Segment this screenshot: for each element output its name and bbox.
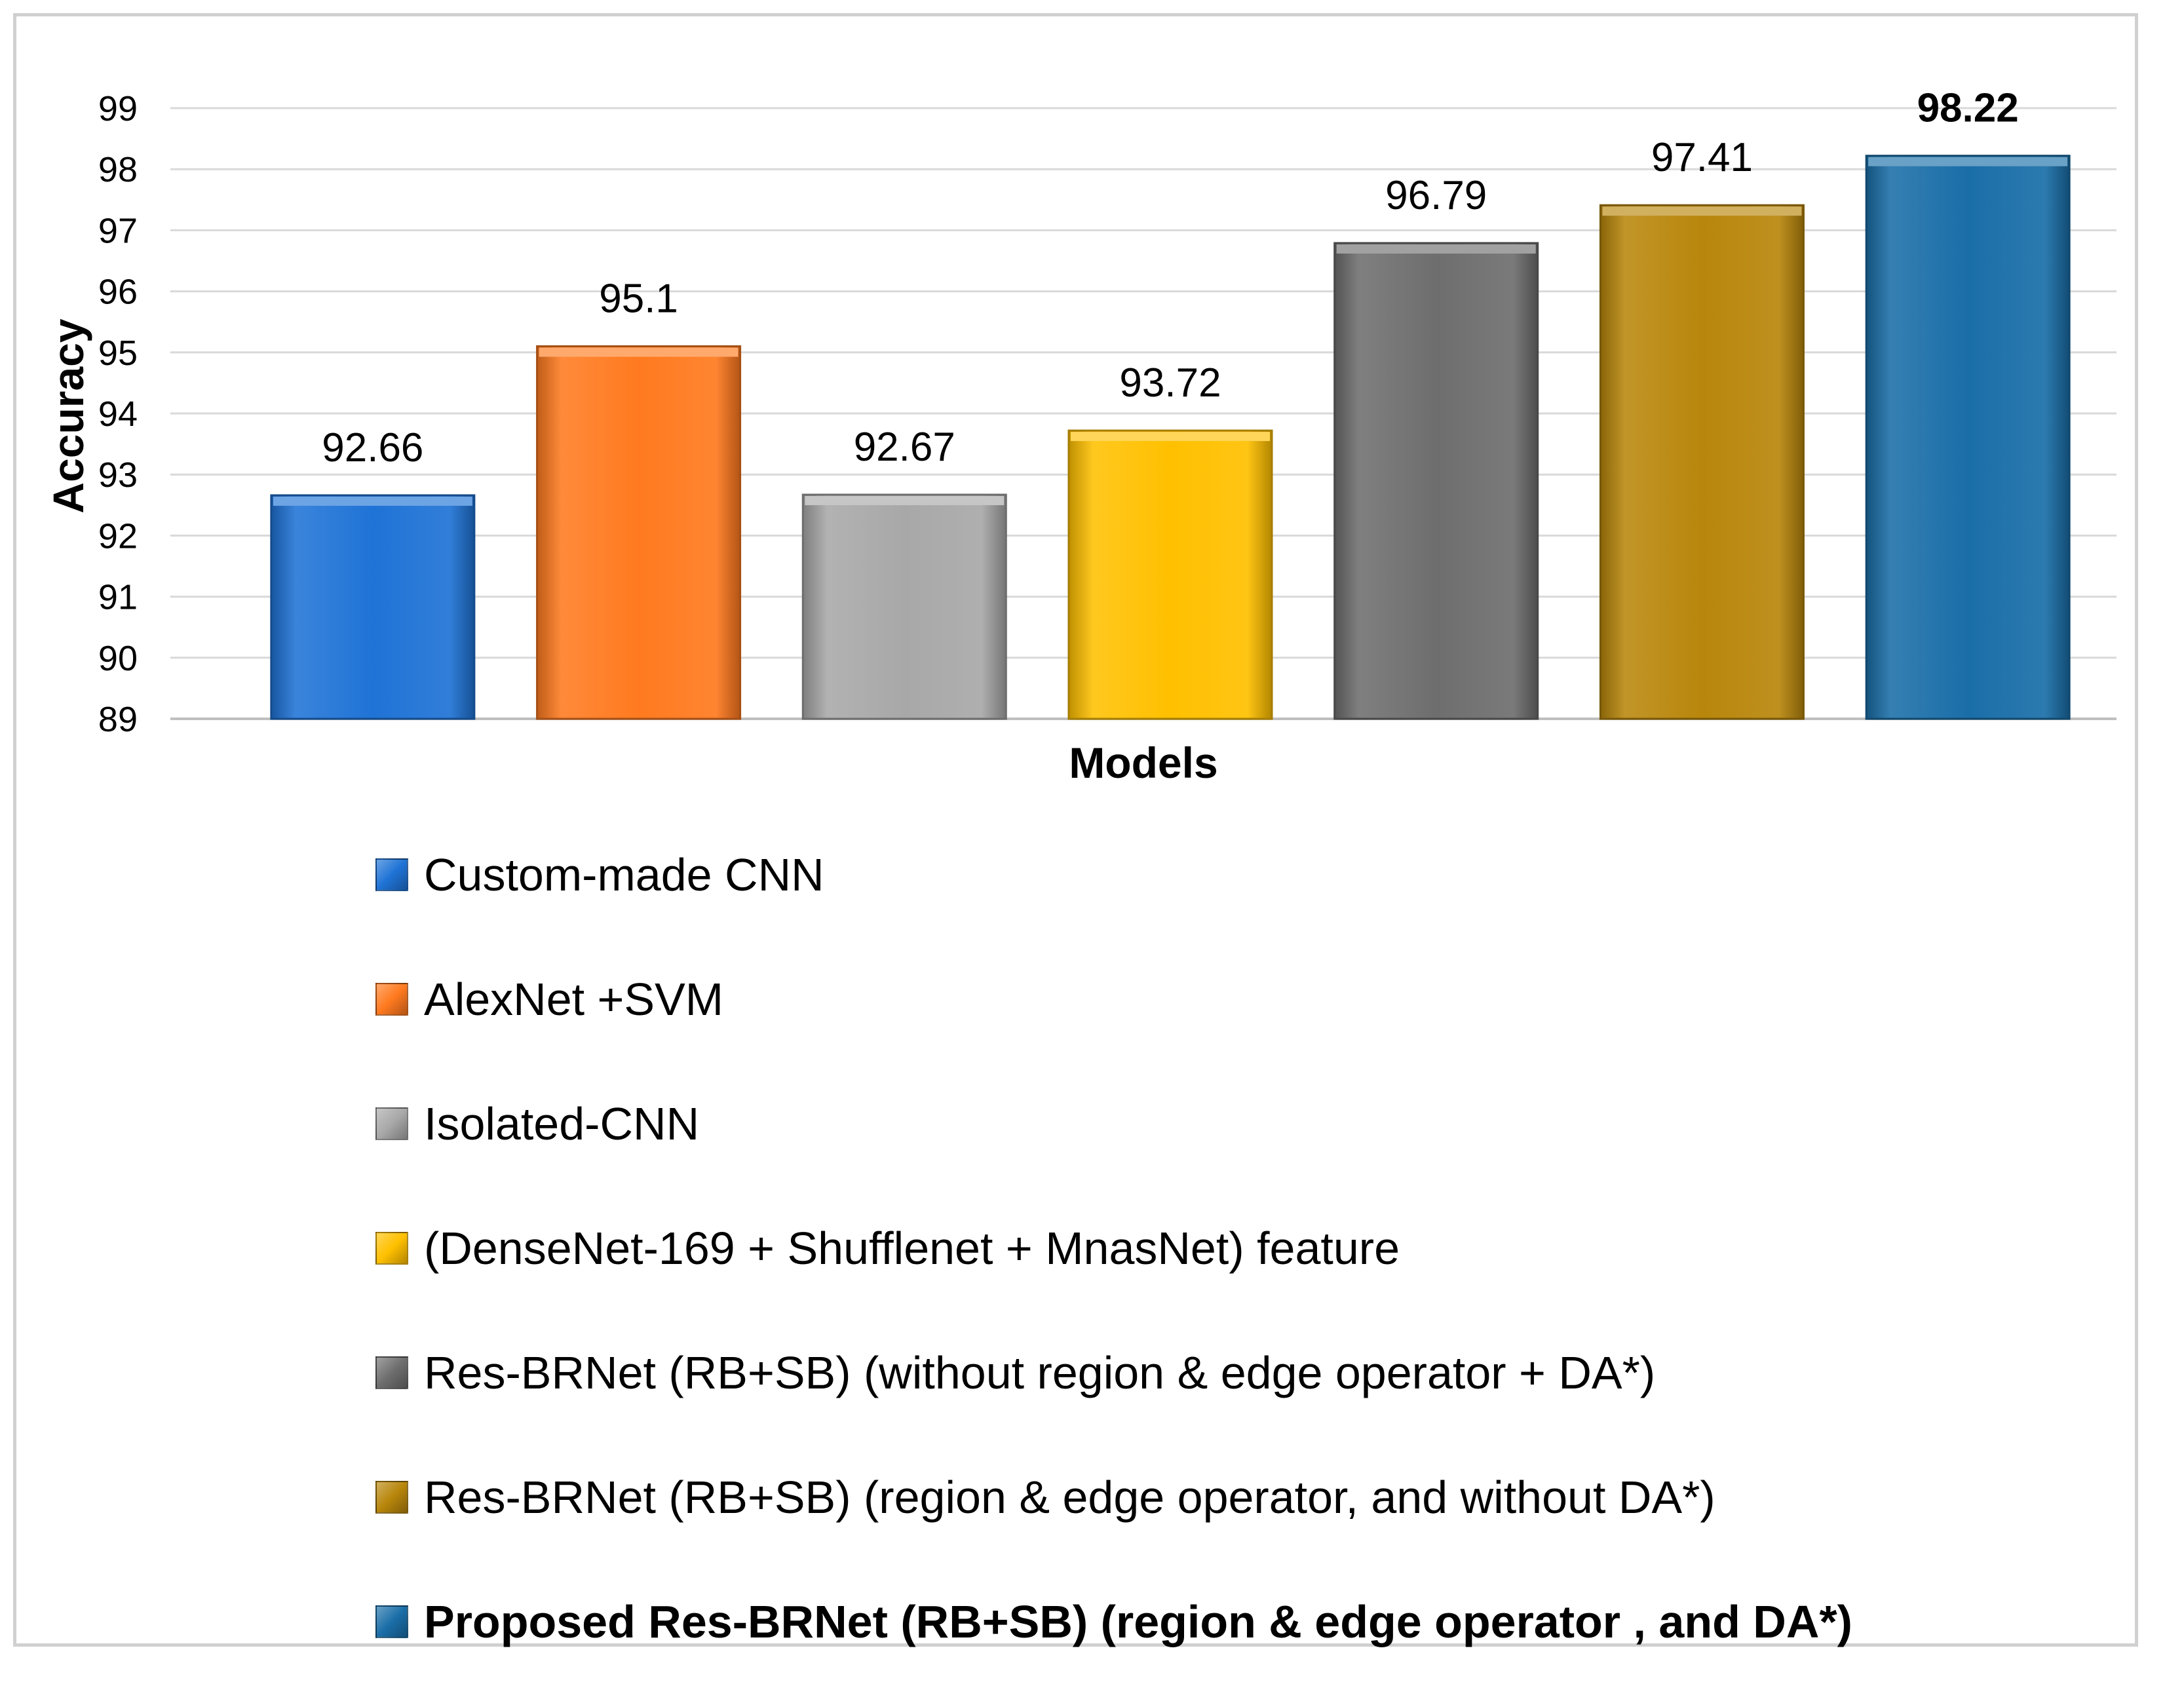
y-tick-label: 90 [98, 639, 138, 678]
y-tick-label: 94 [98, 394, 138, 434]
legend-swatch [375, 1107, 408, 1140]
bar-top-bevel [1602, 206, 1802, 216]
legend-item-1: Custom-made CNN [375, 813, 1852, 937]
bar-top-bevel [539, 347, 738, 357]
bar-3 [801, 493, 1007, 720]
y-axis-ticks: 89 90 91 92 93 94 95 96 97 98 99 [98, 89, 138, 739]
data-label-2: 95.1 [599, 276, 678, 321]
bar-top-bevel [1868, 157, 2068, 166]
legend-item-5: Res-BRNet (RB+SB) (without region & edge… [375, 1311, 1852, 1435]
bar-7 [1865, 155, 2071, 720]
bars [270, 155, 2071, 720]
data-label-1: 92.66 [322, 425, 423, 470]
legend-swatch [375, 858, 408, 891]
legend-swatch [375, 1356, 408, 1389]
legend-label: Proposed Res-BRNet (RB+SB) (region & edg… [424, 1596, 1852, 1647]
legend-item-6: Res-BRNet (RB+SB) (region & edge operato… [375, 1435, 1852, 1560]
data-labels: 92.66 95.1 92.67 93.72 96.79 97.41 98.22 [322, 86, 2018, 470]
y-tick-label: 97 [98, 211, 138, 250]
y-tick-label: 96 [98, 273, 138, 312]
y-tick-label: 93 [98, 455, 138, 495]
data-label-6: 97.41 [1651, 135, 1753, 180]
legend-item-4: (DenseNet-169 + Shufflenet + MnasNet) fe… [375, 1186, 1852, 1311]
legend-item-3: Isolated-CNN [375, 1062, 1852, 1186]
legend-item-2: AlexNet +SVM [375, 937, 1852, 1062]
bar-top-bevel [1071, 432, 1270, 442]
bar-6 [1599, 204, 1805, 720]
y-tick-label: 91 [98, 578, 138, 617]
legend-label: Custom-made CNN [424, 849, 824, 900]
y-tick-label: 95 [98, 334, 138, 373]
legend-item-7: Proposed Res-BRNet (RB+SB) (region & edg… [375, 1560, 1852, 1684]
y-tick-label: 92 [98, 516, 138, 556]
data-label-3: 92.67 [854, 425, 955, 470]
bar-5 [1333, 242, 1539, 720]
bar-top-bevel [273, 496, 472, 506]
legend-swatch [375, 1481, 408, 1514]
chart-frame: 89 90 91 92 93 94 95 96 97 98 99 92.66 95.1 92.67 93.… [13, 13, 2138, 1647]
legend-swatch [375, 1232, 408, 1265]
bar-chart: 89 90 91 92 93 94 95 96 97 98 99 92.66 95.1 92.67 93.… [44, 86, 2117, 787]
bar-top-bevel [805, 495, 1005, 505]
y-tick-label: 99 [98, 89, 138, 128]
y-tick-label: 98 [98, 150, 138, 189]
bar-2 [536, 345, 742, 720]
bar-4 [1067, 429, 1273, 720]
legend-label: Res-BRNet (RB+SB) (region & edge operato… [424, 1472, 1715, 1523]
data-label-4: 93.72 [1119, 360, 1221, 406]
legend-swatch [375, 1605, 408, 1638]
legend-label: AlexNet +SVM [424, 974, 724, 1025]
bar-1 [270, 494, 476, 720]
y-tick-label: 89 [98, 700, 138, 739]
legend-label: Isolated-CNN [424, 1098, 700, 1149]
y-axis-title: Accuracy [44, 318, 92, 513]
legend-swatch [375, 983, 408, 1016]
x-axis-title: Models [1069, 738, 1217, 787]
legend: Custom-made CNN AlexNet +SVM Isolated-CNN (… [375, 813, 1852, 1684]
bar-top-bevel [1336, 244, 1536, 254]
legend-label: Res-BRNet (RB+SB) (without region & edge… [424, 1347, 1656, 1398]
data-label-5: 96.79 [1385, 173, 1487, 218]
data-label-7: 98.22 [1917, 86, 2019, 131]
legend-label: (DenseNet-169 + Shufflenet + MnasNet) fe… [424, 1223, 1400, 1274]
